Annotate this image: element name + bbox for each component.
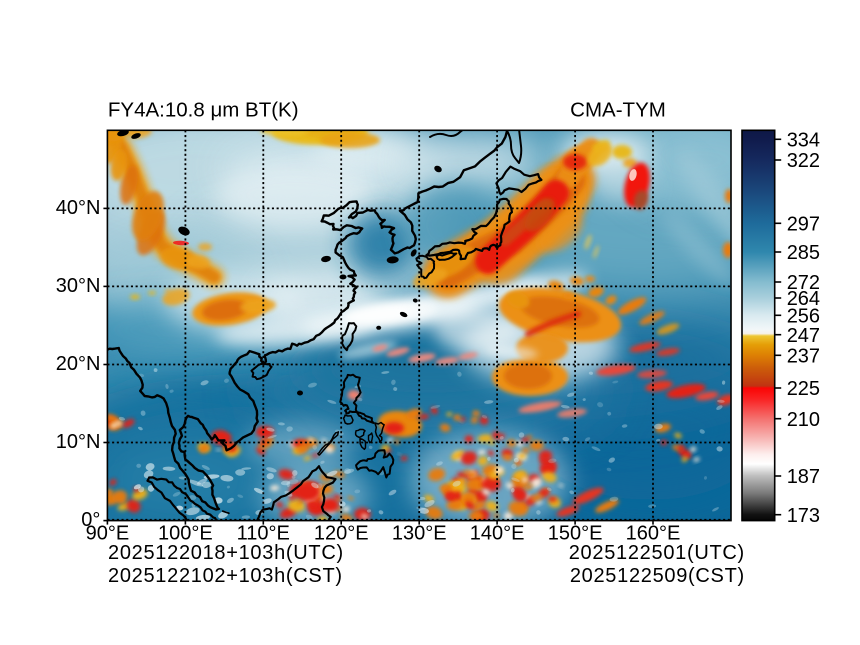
- svg-text:110°E: 110°E: [237, 523, 290, 545]
- svg-text:285: 285: [787, 242, 820, 264]
- svg-text:2025122018+103h(UTC): 2025122018+103h(UTC): [108, 542, 344, 564]
- svg-text:90°E: 90°E: [86, 523, 130, 545]
- svg-text:187: 187: [787, 466, 820, 488]
- svg-text:150°E: 150°E: [548, 523, 603, 545]
- svg-text:10°N: 10°N: [56, 431, 101, 453]
- svg-text:FY4A:10.8 μm BT(K): FY4A:10.8 μm BT(K): [108, 99, 299, 122]
- svg-text:2025122509(CST): 2025122509(CST): [570, 565, 745, 587]
- svg-text:100°E: 100°E: [158, 523, 213, 545]
- svg-text:2025122501(UTC): 2025122501(UTC): [569, 542, 745, 564]
- svg-text:160°E: 160°E: [626, 523, 681, 545]
- svg-text:CMA-TYM: CMA-TYM: [570, 99, 666, 122]
- svg-text:210: 210: [787, 409, 820, 431]
- svg-text:173: 173: [787, 505, 820, 527]
- svg-text:0°: 0°: [81, 509, 100, 531]
- svg-text:256: 256: [787, 306, 820, 328]
- svg-text:30°N: 30°N: [56, 275, 101, 297]
- svg-text:40°N: 40°N: [56, 197, 101, 219]
- svg-text:130°E: 130°E: [392, 523, 447, 545]
- svg-text:322: 322: [787, 150, 820, 172]
- svg-text:247: 247: [787, 325, 820, 347]
- svg-text:120°E: 120°E: [314, 523, 369, 545]
- svg-text:264: 264: [787, 288, 820, 310]
- svg-text:272: 272: [787, 272, 820, 294]
- svg-text:225: 225: [787, 378, 820, 400]
- svg-text:297: 297: [787, 214, 820, 236]
- svg-text:2025122102+103h(CST): 2025122102+103h(CST): [108, 565, 343, 587]
- svg-text:140°E: 140°E: [470, 523, 525, 545]
- svg-text:237: 237: [787, 346, 820, 368]
- svg-text:334: 334: [787, 130, 820, 152]
- svg-text:20°N: 20°N: [56, 353, 101, 375]
